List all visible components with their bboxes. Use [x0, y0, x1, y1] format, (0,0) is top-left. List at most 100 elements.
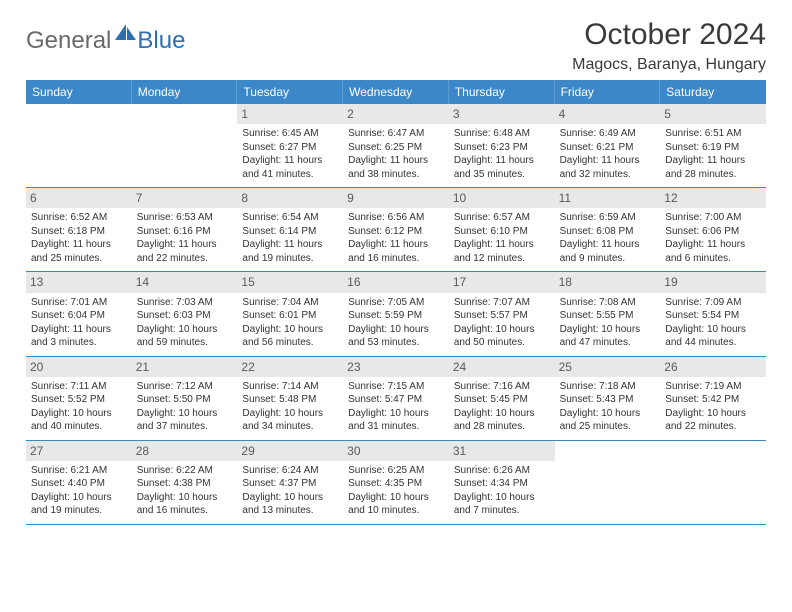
- cell-line-ss: Sunset: 4:40 PM: [31, 477, 127, 491]
- cell-line-d1: Daylight: 10 hours: [454, 491, 550, 505]
- calendar-cell: 26Sunrise: 7:19 AMSunset: 5:42 PMDayligh…: [660, 357, 766, 440]
- calendar-cell: 21Sunrise: 7:12 AMSunset: 5:50 PMDayligh…: [132, 357, 238, 440]
- cell-line-sr: Sunrise: 7:05 AM: [348, 296, 444, 310]
- cell-line-d1: Daylight: 11 hours: [348, 154, 444, 168]
- calendar-cell: 30Sunrise: 6:25 AMSunset: 4:35 PMDayligh…: [343, 441, 449, 524]
- calendar-cell: 12Sunrise: 7:00 AMSunset: 6:06 PMDayligh…: [660, 188, 766, 271]
- cell-line-ss: Sunset: 5:55 PM: [560, 309, 656, 323]
- cell-line-ss: Sunset: 5:59 PM: [348, 309, 444, 323]
- cell-line-sr: Sunrise: 7:08 AM: [560, 296, 656, 310]
- cell-line-d1: Daylight: 10 hours: [560, 323, 656, 337]
- cell-line-sr: Sunrise: 7:11 AM: [31, 380, 127, 394]
- cell-line-d1: Daylight: 11 hours: [560, 238, 656, 252]
- cell-line-sr: Sunrise: 7:15 AM: [348, 380, 444, 394]
- day-header-sun: Sunday: [26, 80, 132, 104]
- cell-line-ss: Sunset: 4:37 PM: [242, 477, 338, 491]
- cell-line-d2: and 6 minutes.: [665, 252, 761, 266]
- cell-line-d2: and 13 minutes.: [242, 504, 338, 518]
- cell-line-d1: Daylight: 10 hours: [31, 491, 127, 505]
- cell-line-sr: Sunrise: 6:48 AM: [454, 127, 550, 141]
- day-number: 6: [26, 188, 132, 208]
- week-row: 27Sunrise: 6:21 AMSunset: 4:40 PMDayligh…: [26, 441, 766, 525]
- day-number: 16: [343, 272, 449, 292]
- cell-line-sr: Sunrise: 7:01 AM: [31, 296, 127, 310]
- cell-line-d2: and 31 minutes.: [348, 420, 444, 434]
- cell-line-d2: and 3 minutes.: [31, 336, 127, 350]
- calendar-cell: 4Sunrise: 6:49 AMSunset: 6:21 PMDaylight…: [555, 104, 661, 187]
- title-block: October 2024 Magocs, Baranya, Hungary: [572, 18, 766, 74]
- cell-line-sr: Sunrise: 6:51 AM: [665, 127, 761, 141]
- cell-line-sr: Sunrise: 6:59 AM: [560, 211, 656, 225]
- cell-line-d2: and 7 minutes.: [454, 504, 550, 518]
- cell-line-ss: Sunset: 5:54 PM: [665, 309, 761, 323]
- cell-line-ss: Sunset: 6:01 PM: [242, 309, 338, 323]
- day-number: 21: [132, 357, 238, 377]
- day-number: 26: [660, 357, 766, 377]
- cell-line-sr: Sunrise: 6:45 AM: [242, 127, 338, 141]
- location-text: Magocs, Baranya, Hungary: [572, 56, 766, 74]
- cell-line-d2: and 35 minutes.: [454, 168, 550, 182]
- day-number: 4: [555, 104, 661, 124]
- cell-line-sr: Sunrise: 6:47 AM: [348, 127, 444, 141]
- calendar-cell: 18Sunrise: 7:08 AMSunset: 5:55 PMDayligh…: [555, 272, 661, 355]
- cell-line-ss: Sunset: 6:19 PM: [665, 141, 761, 155]
- cell-line-d2: and 28 minutes.: [454, 420, 550, 434]
- cell-line-d1: Daylight: 10 hours: [242, 323, 338, 337]
- calendar-cell: 1Sunrise: 6:45 AMSunset: 6:27 PMDaylight…: [237, 104, 343, 187]
- cell-line-d1: Daylight: 10 hours: [454, 323, 550, 337]
- cell-line-ss: Sunset: 5:52 PM: [31, 393, 127, 407]
- day-number: 8: [237, 188, 343, 208]
- cell-line-ss: Sunset: 6:10 PM: [454, 225, 550, 239]
- page-header: General Blue October 2024 Magocs, Barany…: [26, 18, 766, 74]
- cell-line-d1: Daylight: 11 hours: [665, 238, 761, 252]
- cell-line-sr: Sunrise: 6:25 AM: [348, 464, 444, 478]
- cell-line-d2: and 37 minutes.: [137, 420, 233, 434]
- cell-line-d1: Daylight: 11 hours: [31, 238, 127, 252]
- cell-line-d1: Daylight: 10 hours: [137, 323, 233, 337]
- cell-line-d2: and 47 minutes.: [560, 336, 656, 350]
- day-header-tue: Tuesday: [237, 80, 343, 104]
- calendar-cell: 14Sunrise: 7:03 AMSunset: 6:03 PMDayligh…: [132, 272, 238, 355]
- cell-line-ss: Sunset: 6:08 PM: [560, 225, 656, 239]
- calendar-cell: .: [660, 441, 766, 524]
- cell-line-d1: Daylight: 10 hours: [137, 407, 233, 421]
- day-number: 10: [449, 188, 555, 208]
- cell-line-d2: and 22 minutes.: [665, 420, 761, 434]
- cell-line-sr: Sunrise: 7:04 AM: [242, 296, 338, 310]
- cell-line-ss: Sunset: 6:03 PM: [137, 309, 233, 323]
- cell-line-d2: and 40 minutes.: [31, 420, 127, 434]
- cell-line-sr: Sunrise: 7:00 AM: [665, 211, 761, 225]
- cell-line-d2: and 25 minutes.: [560, 420, 656, 434]
- calendar-cell: 16Sunrise: 7:05 AMSunset: 5:59 PMDayligh…: [343, 272, 449, 355]
- calendar-cell: .: [26, 104, 132, 187]
- cell-line-ss: Sunset: 5:47 PM: [348, 393, 444, 407]
- cell-line-d1: Daylight: 11 hours: [454, 238, 550, 252]
- calendar-cell: 7Sunrise: 6:53 AMSunset: 6:16 PMDaylight…: [132, 188, 238, 271]
- cell-line-d2: and 19 minutes.: [31, 504, 127, 518]
- day-number: 9: [343, 188, 449, 208]
- cell-line-d1: Daylight: 10 hours: [348, 407, 444, 421]
- day-header-mon: Monday: [132, 80, 238, 104]
- cell-line-d1: Daylight: 11 hours: [242, 154, 338, 168]
- cell-line-ss: Sunset: 6:23 PM: [454, 141, 550, 155]
- cell-line-d2: and 34 minutes.: [242, 420, 338, 434]
- calendar-cell: 13Sunrise: 7:01 AMSunset: 6:04 PMDayligh…: [26, 272, 132, 355]
- calendar-cell: 5Sunrise: 6:51 AMSunset: 6:19 PMDaylight…: [660, 104, 766, 187]
- day-number: 28: [132, 441, 238, 461]
- day-number: 23: [343, 357, 449, 377]
- cell-line-d1: Daylight: 10 hours: [665, 407, 761, 421]
- calendar-cell: 19Sunrise: 7:09 AMSunset: 5:54 PMDayligh…: [660, 272, 766, 355]
- day-number: 7: [132, 188, 238, 208]
- day-number: 29: [237, 441, 343, 461]
- calendar-cell: 10Sunrise: 6:57 AMSunset: 6:10 PMDayligh…: [449, 188, 555, 271]
- cell-line-sr: Sunrise: 6:52 AM: [31, 211, 127, 225]
- cell-line-d2: and 50 minutes.: [454, 336, 550, 350]
- cell-line-d2: and 16 minutes.: [137, 504, 233, 518]
- cell-line-ss: Sunset: 5:57 PM: [454, 309, 550, 323]
- cell-line-ss: Sunset: 5:42 PM: [665, 393, 761, 407]
- logo: General Blue: [26, 18, 185, 57]
- calendar-cell: 31Sunrise: 6:26 AMSunset: 4:34 PMDayligh…: [449, 441, 555, 524]
- cell-line-ss: Sunset: 6:18 PM: [31, 225, 127, 239]
- calendar-cell: 9Sunrise: 6:56 AMSunset: 6:12 PMDaylight…: [343, 188, 449, 271]
- day-number: 15: [237, 272, 343, 292]
